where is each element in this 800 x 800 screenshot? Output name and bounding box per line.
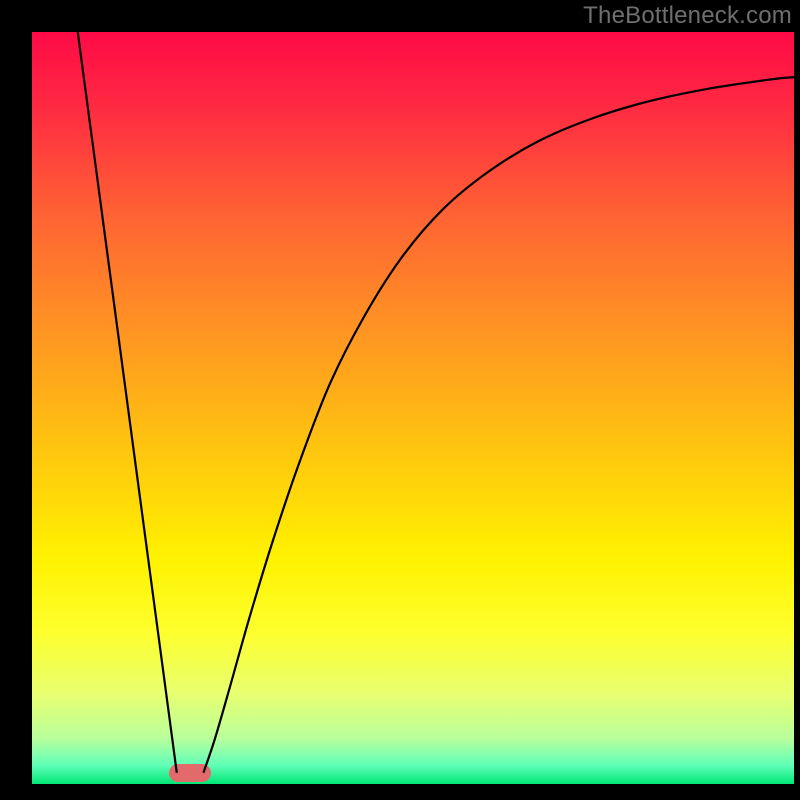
curve-left-segment xyxy=(78,32,177,773)
curve-right-segment xyxy=(203,77,794,773)
watermark-text: TheBottleneck.com xyxy=(583,2,792,30)
frame-border-left xyxy=(0,0,32,800)
frame-border-right xyxy=(794,0,800,800)
bottleneck-chart: TheBottleneck.com xyxy=(0,0,800,800)
curve-layer xyxy=(32,32,794,784)
plot-area xyxy=(32,32,794,784)
frame-border-bottom xyxy=(0,784,800,800)
